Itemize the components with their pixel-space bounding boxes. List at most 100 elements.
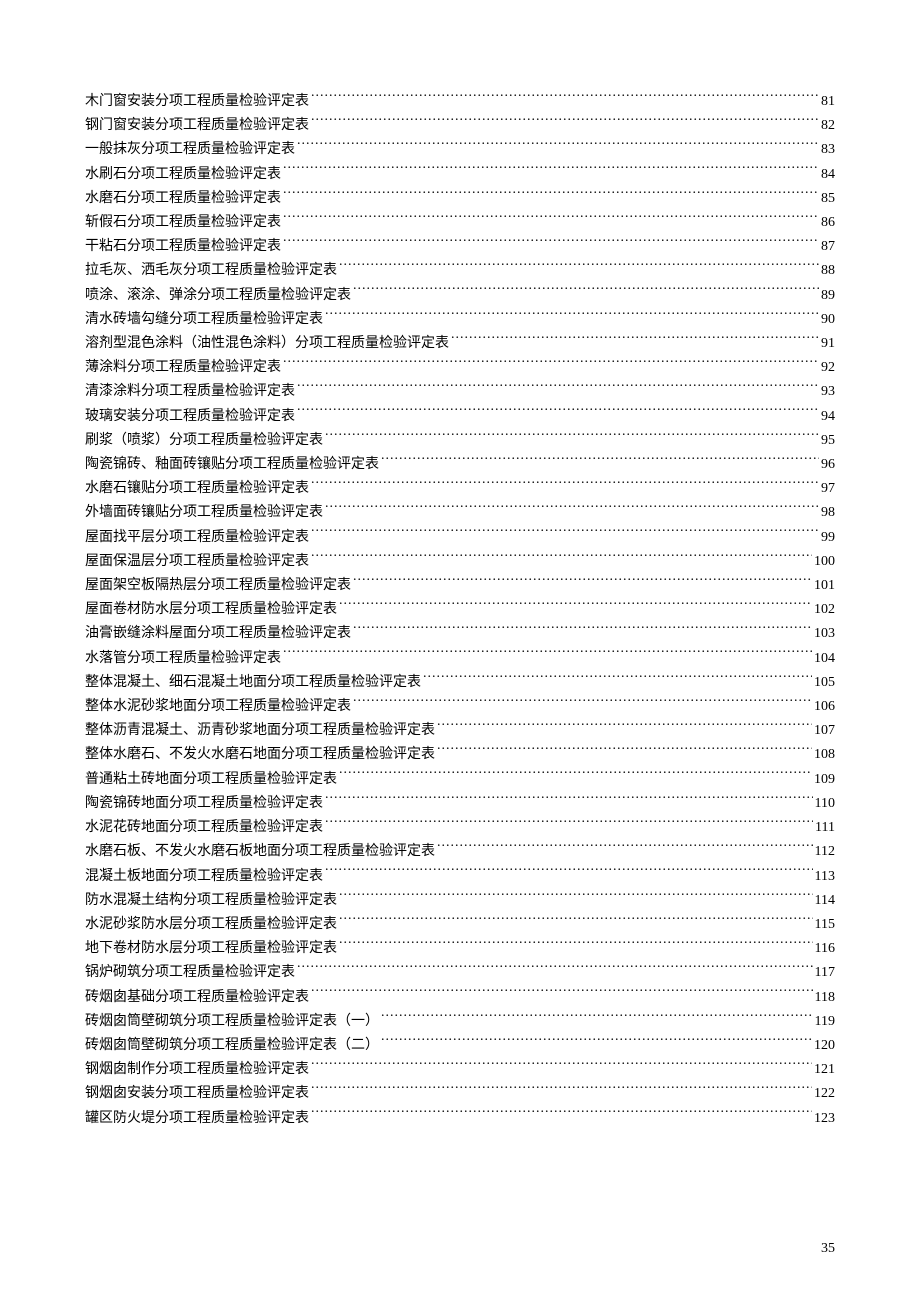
toc-entry-page: 86 <box>821 211 835 235</box>
toc-leader-dots <box>339 938 813 952</box>
toc-entry: 钢门窗安装分项工程质量检验评定表82 <box>85 114 835 138</box>
toc-entry-title: 屋面找平层分项工程质量检验评定表 <box>85 526 309 550</box>
toc-entry-page: 97 <box>821 477 835 501</box>
toc-entry-title: 整体水泥砂浆地面分项工程质量检验评定表 <box>85 695 351 719</box>
toc-entry-title: 整体沥青混凝土、沥青砂浆地面分项工程质量检验评定表 <box>85 719 435 743</box>
toc-leader-dots <box>283 648 812 662</box>
toc-leader-dots <box>437 744 812 758</box>
toc-leader-dots <box>353 575 812 589</box>
toc-entry-page: 122 <box>814 1082 835 1106</box>
toc-entry: 地下卷材防水层分项工程质量检验评定表116 <box>85 937 835 961</box>
toc-entry-title: 薄涂料分项工程质量检验评定表 <box>85 356 281 380</box>
toc-entry-page: 83 <box>821 138 835 162</box>
toc-entry: 水泥砂浆防水层分项工程质量检验评定表115 <box>85 913 835 937</box>
toc-leader-dots <box>325 502 819 516</box>
toc-entry-title: 玻璃安装分项工程质量检验评定表 <box>85 405 295 429</box>
toc-leader-dots <box>283 188 819 202</box>
toc-entry: 干粘石分项工程质量检验评定表87 <box>85 235 835 259</box>
toc-entry-page: 109 <box>814 768 835 792</box>
toc-leader-dots <box>283 212 819 226</box>
toc-entry-page: 116 <box>815 937 835 961</box>
toc-entry-title: 陶瓷锦砖、釉面砖镶贴分项工程质量检验评定表 <box>85 453 379 477</box>
toc-entry-page: 91 <box>821 332 835 356</box>
toc-leader-dots <box>311 1059 812 1073</box>
toc-entry: 砖烟囱筒壁砌筑分项工程质量检验评定表（二）120 <box>85 1034 835 1058</box>
toc-entry: 钢烟囱安装分项工程质量检验评定表122 <box>85 1082 835 1106</box>
toc-entry-title: 水落管分项工程质量检验评定表 <box>85 647 281 671</box>
toc-entry-page: 98 <box>821 501 835 525</box>
toc-entry-title: 干粘石分项工程质量检验评定表 <box>85 235 281 259</box>
toc-entry-page: 114 <box>815 889 835 913</box>
toc-entry-page: 105 <box>814 671 835 695</box>
toc-entry-page: 121 <box>814 1058 835 1082</box>
toc-leader-dots <box>353 285 819 299</box>
toc-entry: 屋面保温层分项工程质量检验评定表100 <box>85 550 835 574</box>
toc-leader-dots <box>339 890 813 904</box>
toc-entry-title: 水泥砂浆防水层分项工程质量检验评定表 <box>85 913 337 937</box>
toc-entry: 玻璃安装分项工程质量检验评定表94 <box>85 405 835 429</box>
toc-entry-title: 水磨石镶贴分项工程质量检验评定表 <box>85 477 309 501</box>
toc-leader-dots <box>311 91 819 105</box>
toc-entry-page: 85 <box>821 187 835 211</box>
toc-leader-dots <box>381 1011 813 1025</box>
toc-entry-page: 117 <box>815 961 835 985</box>
toc-leader-dots <box>325 817 813 831</box>
toc-entry-page: 81 <box>821 90 835 114</box>
toc-entry-page: 95 <box>821 429 835 453</box>
toc-entry-title: 拉毛灰、洒毛灰分项工程质量检验评定表 <box>85 259 337 283</box>
toc-entry: 清漆涂料分项工程质量检验评定表93 <box>85 380 835 404</box>
toc-leader-dots <box>297 139 819 153</box>
toc-entry: 陶瓷锦砖地面分项工程质量检验评定表110 <box>85 792 835 816</box>
toc-entry: 砖烟囱基础分项工程质量检验评定表118 <box>85 986 835 1010</box>
toc-entry-page: 93 <box>821 380 835 404</box>
toc-entry-title: 砖烟囱筒壁砌筑分项工程质量检验评定表（二） <box>85 1034 379 1058</box>
toc-leader-dots <box>353 623 812 637</box>
toc-entry: 刷浆（喷浆）分项工程质量检验评定表 95 <box>85 429 835 453</box>
toc-entry-title: 锅炉砌筑分项工程质量检验评定表 <box>85 961 295 985</box>
toc-leader-dots <box>437 720 812 734</box>
toc-leader-dots <box>423 672 812 686</box>
toc-entry-title: 斩假石分项工程质量检验评定表 <box>85 211 281 235</box>
toc-entry: 整体水磨石、不发火水磨石地面分项工程质量检验评定表108 <box>85 743 835 767</box>
toc-entry: 水磨石镶贴分项工程质量检验评定表 97 <box>85 477 835 501</box>
toc-leader-dots <box>451 333 819 347</box>
toc-entry-title: 水磨石板、不发火水磨石板地面分项工程质量检验评定表 <box>85 840 435 864</box>
toc-entry: 外墙面砖镶贴分项工程质量检验评定表 98 <box>85 501 835 525</box>
toc-entry-page: 106 <box>814 695 835 719</box>
toc-entry-title: 钢门窗安装分项工程质量检验评定表 <box>85 114 309 138</box>
toc-entry-title: 普通粘土砖地面分项工程质量检验评定表 <box>85 768 337 792</box>
toc-leader-dots <box>297 381 819 395</box>
toc-entry-title: 木门窗安装分项工程质量检验评定表 <box>85 90 309 114</box>
toc-entry-title: 水泥花砖地面分项工程质量检验评定表 <box>85 816 323 840</box>
page-number: 35 <box>821 1241 835 1257</box>
toc-entry-page: 104 <box>814 647 835 671</box>
toc-entry-page: 96 <box>821 453 835 477</box>
toc-entry-page: 107 <box>814 719 835 743</box>
toc-entry: 一般抹灰分项工程质量检验评定表83 <box>85 138 835 162</box>
toc-entry: 钢烟囱制作分项工程质量检验评定表 121 <box>85 1058 835 1082</box>
toc-entry: 罐区防火堤分项工程质量检验评定表 123 <box>85 1107 835 1131</box>
toc-entry-page: 108 <box>814 743 835 767</box>
toc-entry-title: 溶剂型混色涂料（油性混色涂料）分项工程质量检验评定表 <box>85 332 449 356</box>
toc-entry-title: 刷浆（喷浆）分项工程质量检验评定表 <box>85 429 323 453</box>
toc-leader-dots <box>325 430 819 444</box>
toc-leader-dots <box>283 236 819 250</box>
toc-leader-dots <box>311 987 813 1001</box>
toc-entry-page: 112 <box>815 840 835 864</box>
toc-leader-dots <box>339 599 812 613</box>
toc-entry-page: 118 <box>815 986 835 1010</box>
toc-entry-page: 90 <box>821 308 835 332</box>
toc-leader-dots <box>297 406 819 420</box>
toc-leader-dots <box>381 454 819 468</box>
toc-entry-title: 外墙面砖镶贴分项工程质量检验评定表 <box>85 501 323 525</box>
toc-leader-dots <box>311 527 819 541</box>
toc-entry-title: 混凝土板地面分项工程质量检验评定表 <box>85 865 323 889</box>
toc-leader-dots <box>325 866 813 880</box>
toc-entry-page: 110 <box>815 792 835 816</box>
toc-leader-dots <box>339 769 812 783</box>
toc-entry-title: 罐区防火堤分项工程质量检验评定表 <box>85 1107 309 1131</box>
toc-entry-page: 123 <box>814 1107 835 1131</box>
toc-leader-dots <box>311 1083 812 1097</box>
toc-entry-title: 钢烟囱制作分项工程质量检验评定表 <box>85 1058 309 1082</box>
toc-entry-page: 92 <box>821 356 835 380</box>
